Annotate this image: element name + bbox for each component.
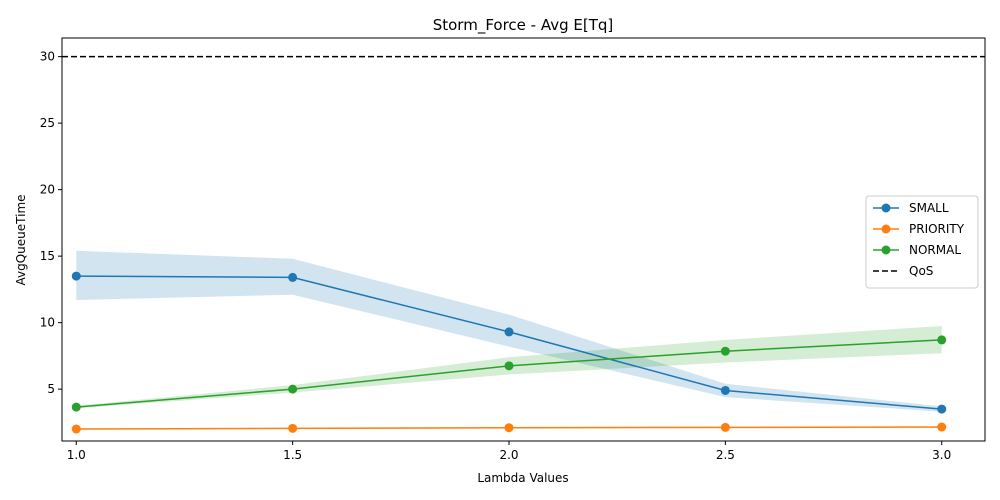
chart-title: Storm_Force - Avg E[Tq] — [433, 16, 614, 35]
y-tick-label: 30 — [40, 50, 55, 64]
legend-label-small: SMALL — [909, 201, 949, 215]
x-axis-label: Lambda Values — [477, 471, 568, 485]
point-small — [71, 271, 81, 281]
x-tick-label: 2.5 — [716, 448, 735, 462]
y-tick-label: 5 — [47, 382, 55, 396]
point-normal — [720, 346, 730, 356]
legend-marker-priority — [881, 224, 891, 234]
x-tick-label: 3.0 — [932, 448, 951, 462]
x-tick-label: 1.5 — [283, 448, 302, 462]
point-normal — [288, 384, 298, 394]
y-tick-label: 20 — [40, 183, 55, 197]
point-priority — [720, 422, 730, 432]
legend-marker-small — [881, 203, 891, 213]
y-tick-label: 25 — [40, 116, 55, 130]
series-lines — [71, 271, 947, 434]
point-small — [288, 272, 298, 282]
point-priority — [288, 423, 298, 433]
point-normal — [71, 402, 81, 412]
x-axis-ticks: 1.0 1.5 2.0 2.5 3.0 — [67, 441, 951, 462]
legend-box — [865, 195, 979, 289]
y-tick-label: 15 — [40, 249, 55, 263]
legend-label-normal: NORMAL — [909, 243, 961, 257]
point-normal — [937, 335, 947, 345]
point-priority — [71, 424, 81, 434]
point-priority — [937, 422, 947, 432]
point-priority — [504, 423, 514, 433]
y-tick-label: 10 — [40, 316, 55, 330]
legend-label-qos: QoS — [909, 264, 933, 278]
point-small — [504, 327, 514, 337]
legend-label-priority: PRIORITY — [909, 222, 965, 236]
y-axis-label: AvgQueueTime — [14, 194, 28, 285]
legend: SMALL PRIORITY NORMAL QoS — [865, 195, 979, 289]
point-normal — [504, 361, 514, 371]
point-small — [720, 385, 730, 395]
x-tick-label: 2.0 — [499, 448, 518, 462]
x-tick-label: 1.0 — [67, 448, 86, 462]
point-small — [937, 404, 947, 414]
y-axis-ticks: 5 10 15 20 25 30 — [40, 50, 62, 396]
plot-frame — [61, 37, 986, 442]
legend-marker-normal — [881, 245, 891, 255]
